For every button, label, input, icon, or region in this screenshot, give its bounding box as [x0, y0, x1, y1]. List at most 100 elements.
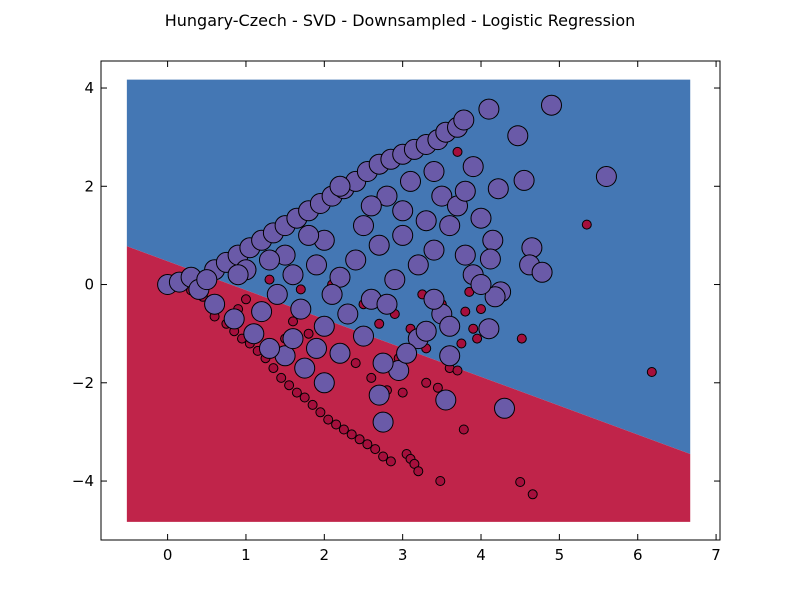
data-point [290, 298, 312, 320]
data-point [513, 169, 535, 191]
data-point [439, 315, 461, 337]
data-point [376, 185, 398, 207]
y-tick-label: −2 [72, 374, 94, 392]
data-point [487, 178, 509, 200]
data-point [251, 301, 273, 323]
data-point [299, 392, 310, 403]
data-point [227, 264, 249, 286]
data-point [415, 210, 437, 232]
data-point [303, 328, 314, 339]
data-point [288, 316, 298, 327]
data-point [353, 325, 374, 347]
data-point [431, 185, 453, 207]
chart-title: Hungary-Czech - SVD - Downsampled - Logi… [165, 11, 636, 30]
data-point [460, 306, 471, 317]
x-tick-label: 7 [711, 546, 721, 564]
data-point [372, 411, 394, 433]
y-tick-label: −4 [72, 472, 94, 490]
data-point [345, 249, 367, 271]
data-point [294, 357, 316, 379]
x-tick-label: 1 [241, 546, 251, 564]
y-tick-label: 4 [84, 79, 94, 97]
y-tick-label: 2 [84, 177, 94, 195]
data-point [507, 125, 529, 147]
data-point [435, 476, 446, 486]
data-point [392, 200, 414, 222]
data-point [439, 215, 461, 237]
data-point [468, 323, 479, 334]
data-point [397, 387, 408, 398]
data-point [432, 382, 443, 393]
data-point [476, 304, 486, 315]
x-tick-label: 0 [163, 546, 173, 564]
data-point [646, 367, 657, 377]
x-tick-label: 4 [476, 546, 486, 564]
data-point [259, 249, 280, 271]
data-point [385, 456, 396, 467]
data-point [415, 320, 437, 342]
data-point [321, 283, 343, 305]
data-point [482, 229, 504, 251]
data-point [462, 156, 484, 178]
data-point [323, 414, 334, 425]
data-point [516, 333, 527, 344]
x-tick-label: 3 [398, 546, 408, 564]
data-point [470, 274, 492, 295]
data-point [329, 175, 351, 197]
data-point [315, 407, 326, 418]
data-point [515, 477, 526, 487]
data-point [458, 424, 469, 435]
data-point [313, 372, 335, 394]
data-point [223, 308, 245, 330]
data-point [346, 429, 357, 440]
data-point [306, 337, 327, 359]
x-tick-label: 5 [555, 546, 565, 564]
data-point [204, 293, 226, 315]
data-point [368, 234, 390, 256]
data-point [329, 342, 351, 364]
data-point [268, 363, 279, 374]
axes-frame [100, 60, 721, 541]
data-point [329, 266, 351, 288]
data-point [282, 328, 304, 350]
data-point [407, 254, 429, 276]
data-point [378, 451, 389, 462]
data-point [243, 323, 265, 345]
data-point [392, 224, 414, 246]
data-point [531, 261, 553, 283]
data-point [266, 283, 288, 305]
x-tick-label: 6 [633, 546, 643, 564]
data-point [484, 286, 506, 308]
y-axis-ticks: 4 2 0 −2 −4 [72, 79, 720, 490]
data-point [337, 303, 359, 325]
data-point [284, 380, 295, 391]
data-point [413, 466, 424, 477]
data-point [453, 109, 475, 131]
data-point [384, 269, 406, 291]
data-point [264, 274, 275, 285]
scatter-points [157, 94, 657, 500]
data-point [241, 294, 251, 305]
data-point [307, 399, 318, 410]
data-point [368, 384, 390, 406]
data-point [423, 288, 445, 310]
y-tick-label: 0 [84, 276, 94, 294]
data-point [354, 434, 365, 445]
data-point [396, 342, 418, 364]
data-point [376, 293, 398, 315]
data-point [306, 254, 327, 276]
data-point [439, 345, 461, 367]
data-point [331, 419, 342, 430]
data-point [350, 358, 361, 369]
data-point [366, 372, 377, 383]
data-point [282, 264, 304, 286]
series-2 [157, 94, 617, 433]
data-point [478, 98, 500, 120]
data-point [421, 377, 432, 388]
data-point [454, 244, 476, 266]
data-point [541, 94, 562, 116]
data-point [470, 207, 492, 229]
data-point [298, 224, 320, 246]
data-point [452, 146, 463, 157]
